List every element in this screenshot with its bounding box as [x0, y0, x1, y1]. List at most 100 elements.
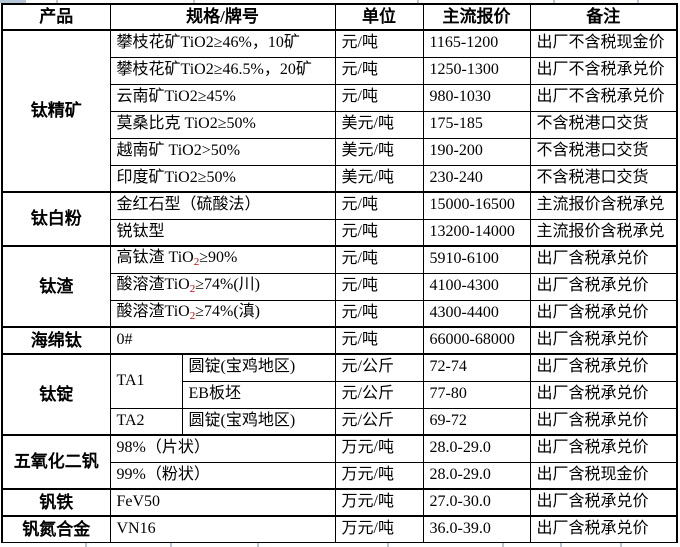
product-group-cell[interactable]: 钛精矿 — [1, 29, 111, 193]
price-cell[interactable]: 77-80 — [422, 380, 531, 409]
product-group-cell[interactable]: 五氧化二钒 — [1, 434, 111, 490]
product-group-cell[interactable]: 海绵钛 — [1, 326, 111, 355]
note-cell[interactable]: 出厂含税承兑价 — [529, 488, 678, 517]
note-cell[interactable]: 出厂含税承兑价 — [529, 326, 678, 355]
unit-cell[interactable]: 元/吨 — [334, 245, 424, 274]
price-cell[interactable]: 5910-6100 — [422, 245, 531, 274]
spec-cell[interactable]: 攀枝花矿TiO2≥46.5%，20矿 — [109, 56, 336, 85]
price-cell[interactable]: 28.0-29.0 — [422, 461, 531, 490]
note-cell[interactable]: 出厂含税承兑价 — [529, 434, 678, 463]
spec-cell[interactable]: 98%（片状） — [109, 434, 336, 463]
table-row: 钛锭 TA1 圆锭(宝鸡地区) 元/公斤 72-74 出厂含税承兑价 — [1, 353, 678, 436]
note-cell[interactable]: 出厂含税承兑价 — [529, 299, 678, 328]
col-header-note[interactable]: 备注 — [529, 3, 678, 31]
note-cell[interactable]: 不含税港口交货 — [529, 137, 678, 166]
price-cell[interactable]: 190-200 — [422, 137, 531, 166]
spec-cell[interactable]: 锐钛型 — [109, 218, 336, 247]
unit-cell[interactable]: 元/吨 — [334, 272, 424, 301]
unit-cell[interactable]: 元/吨 — [334, 326, 424, 355]
col-header-product[interactable]: 产品 — [1, 3, 111, 31]
unit-cell[interactable]: 元/吨 — [334, 191, 424, 220]
unit-cell[interactable]: 元/吨 — [334, 218, 424, 247]
price-cell[interactable]: 175-185 — [422, 110, 531, 139]
table-row: 攀枝花矿TiO2≥46.5%，20矿 元/吨 1250-1300 出厂不含税承兑… — [2, 56, 678, 85]
spec-cell[interactable]: 99%（粉状） — [109, 461, 336, 490]
unit-cell[interactable]: 万元/吨 — [334, 515, 424, 544]
price-cell[interactable]: 230-240 — [422, 164, 531, 193]
col-header-spec[interactable]: 规格/牌号 — [109, 3, 336, 31]
note-cell[interactable]: 主流报价含税承兑 — [529, 218, 678, 247]
grade-cell[interactable]: TA2 — [109, 407, 183, 436]
note-cell[interactable]: 出厂含税承兑价 — [529, 515, 678, 544]
note-cell[interactable]: 不含税港口交货 — [529, 164, 678, 193]
note-cell[interactable]: 出厂不含税承兑价 — [529, 56, 678, 85]
note-cell[interactable]: 出厂含税现金价 — [529, 461, 678, 490]
table-row: 云南矿TiO2≥45% 元/吨 980-1030 出厂不含税承兑价 — [2, 83, 678, 112]
unit-cell[interactable]: 万元/吨 — [334, 434, 424, 463]
spec-cell[interactable]: 酸溶渣TiO2≥74%(滇) — [109, 299, 336, 328]
note-cell[interactable]: 主流报价含税承兑 — [529, 191, 678, 220]
note-cell[interactable]: 出厂不含税现金价 — [529, 29, 678, 58]
price-cell[interactable]: 36.0-39.0 — [422, 515, 531, 544]
product-group-cell[interactable]: 钛锭 — [1, 353, 111, 436]
spec-cell[interactable]: FeV50 — [109, 488, 336, 517]
spec-cell[interactable]: 越南矿 TiO2>50% — [109, 137, 336, 166]
price-cell[interactable]: 980-1030 — [422, 83, 531, 112]
product-group-cell[interactable]: 钒氮合金 — [1, 515, 111, 544]
table-row: 莫桑比克 TiO2≥50% 美元/吨 175-185 不含税港口交货 — [2, 110, 678, 139]
note-cell[interactable]: 出厂含税承兑价 — [529, 272, 678, 301]
form-cell[interactable]: 圆锭(宝鸡地区) — [181, 353, 336, 382]
spec-cell[interactable]: 攀枝花矿TiO2≥46%，10矿 — [109, 29, 336, 58]
price-cell[interactable]: 4300-4400 — [422, 299, 531, 328]
price-cell[interactable]: 1250-1300 — [422, 56, 531, 85]
unit-cell[interactable]: 元/公斤 — [334, 380, 424, 409]
unit-cell[interactable]: 元/吨 — [334, 29, 424, 58]
table-row: EB板坯 元/公斤 77-80 出厂含税承兑价 — [2, 380, 678, 409]
gridline-tick — [257, 543, 259, 547]
price-cell[interactable]: 72-74 — [422, 353, 531, 382]
note-cell[interactable]: 出厂含税承兑价 — [529, 353, 678, 382]
spec-cell[interactable]: 莫桑比克 TiO2≥50% — [109, 110, 336, 139]
note-cell[interactable]: 不含税港口交货 — [529, 110, 678, 139]
price-table: 产品 规格/牌号 单位 主流报价 备注 钛精矿 攀枝花矿TiO2≥46%，10矿… — [1, 3, 679, 544]
note-cell[interactable]: 出厂含税承兑价 — [529, 380, 678, 409]
product-group-cell[interactable]: 钒铁 — [1, 488, 111, 517]
spec-cell[interactable]: 云南矿TiO2≥45% — [109, 83, 336, 112]
spec-cell[interactable]: VN16 — [109, 515, 336, 544]
note-cell[interactable]: 出厂含税承兑价 — [529, 245, 678, 274]
unit-cell[interactable]: 元/吨 — [334, 83, 424, 112]
unit-cell[interactable]: 元/吨 — [334, 299, 424, 328]
grade-cell[interactable]: TA1 — [109, 353, 183, 409]
price-cell[interactable]: 13200-14000 — [422, 218, 531, 247]
spec-cell[interactable]: 酸溶渣TiO2≥74%(川) — [109, 272, 336, 301]
table-row: 五氧化二钒 98%（片状） 万元/吨 28.0-29.0 出厂含税承兑价 — [1, 434, 678, 490]
product-group-cell[interactable]: 钛渣 — [1, 245, 111, 328]
unit-cell[interactable]: 元/吨 — [334, 56, 424, 85]
unit-cell[interactable]: 万元/吨 — [334, 488, 424, 517]
unit-cell[interactable]: 美元/吨 — [334, 110, 424, 139]
gridline-tick — [417, 0, 419, 4]
price-cell[interactable]: 27.0-30.0 — [422, 488, 531, 517]
price-cell[interactable]: 1165-1200 — [422, 29, 531, 58]
price-cell[interactable]: 69-72 — [422, 407, 531, 436]
col-header-price[interactable]: 主流报价 — [422, 3, 531, 31]
unit-cell[interactable]: 美元/吨 — [334, 164, 424, 193]
unit-cell[interactable]: 元/公斤 — [334, 407, 424, 436]
unit-cell[interactable]: 美元/吨 — [334, 137, 424, 166]
unit-cell[interactable]: 万元/吨 — [334, 461, 424, 490]
form-cell[interactable]: 圆锭(宝鸡地区) — [181, 407, 336, 436]
note-cell[interactable]: 出厂不含税承兑价 — [529, 83, 678, 112]
spec-cell[interactable]: 0# — [109, 326, 336, 355]
unit-cell[interactable]: 元/公斤 — [334, 353, 424, 382]
price-cell[interactable]: 66000-68000 — [422, 326, 531, 355]
note-cell[interactable]: 出厂含税承兑价 — [529, 407, 678, 436]
spec-cell[interactable]: 金红石型（硫酸法） — [109, 191, 336, 220]
spec-cell[interactable]: 高钛渣 TiO2≥90% — [109, 245, 336, 274]
price-cell[interactable]: 28.0-29.0 — [422, 434, 531, 463]
price-cell[interactable]: 4100-4300 — [422, 272, 531, 301]
form-cell[interactable]: EB板坯 — [181, 380, 336, 409]
spec-cell[interactable]: 印度矿TiO2≥50% — [109, 164, 336, 193]
product-group-cell[interactable]: 钛白粉 — [1, 191, 111, 247]
col-header-unit[interactable]: 单位 — [334, 3, 424, 31]
price-cell[interactable]: 15000-16500 — [422, 191, 531, 220]
